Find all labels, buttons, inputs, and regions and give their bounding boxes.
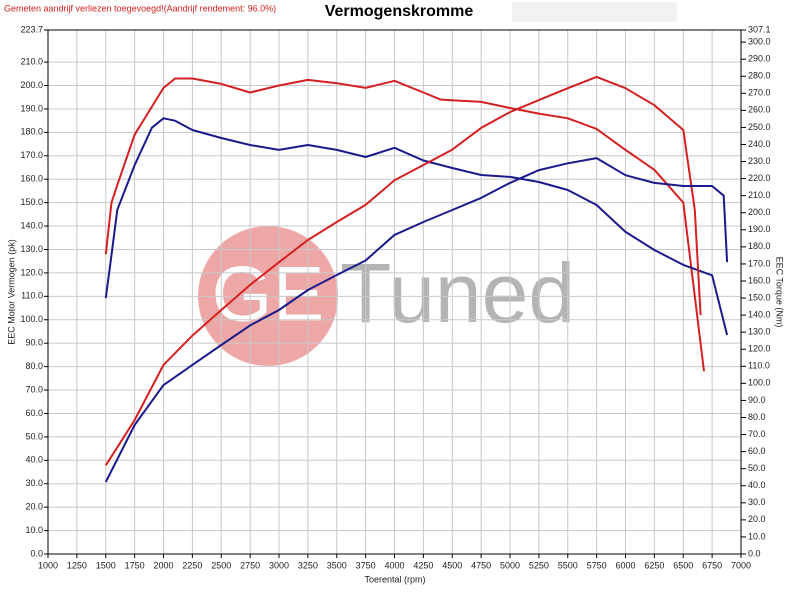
y2-tick-label: 130.0 — [748, 327, 771, 337]
y2-tick-label: 210.0 — [748, 190, 771, 200]
y-tick-label: 200.0 — [20, 80, 43, 90]
series-line — [104, 75, 702, 466]
y-tick-label: 110.0 — [21, 291, 43, 301]
y2-axis-label: EEC Torque (Nm) — [775, 257, 785, 328]
y-tick-label: 90.0 — [25, 338, 43, 348]
y-tick-label: 170.0 — [20, 150, 43, 160]
x-tick-label: 4250 — [413, 560, 433, 570]
y-tick-label: 50.0 — [25, 431, 43, 441]
y-tick-label: 180.0 — [20, 127, 43, 137]
x-tick-label: 3500 — [327, 560, 347, 570]
x-tick-label: 6000 — [615, 560, 635, 570]
series-line — [104, 117, 729, 336]
y-tick-label: 210.0 — [20, 56, 43, 66]
x-tick-label: 6750 — [702, 560, 722, 570]
y2-tick-label: 10.0 — [748, 531, 766, 541]
y2-tick-label: 190.0 — [748, 224, 771, 234]
y2-tick-label: 100.0 — [748, 378, 771, 388]
y2-tick-label: 30.0 — [748, 497, 766, 507]
x-tick-label: 1500 — [96, 560, 116, 570]
y-tick-label: 70.0 — [25, 384, 43, 394]
y-tick-label: 223.7 — [20, 24, 43, 34]
y2-tick-label: 180.0 — [748, 241, 771, 251]
y-tick-label: 40.0 — [25, 455, 43, 465]
y2-tick-label: 300.0 — [748, 36, 771, 46]
logo-mark: GE — [212, 250, 325, 338]
y2-tick-label: 50.0 — [748, 463, 766, 473]
x-tick-label: 2750 — [240, 560, 260, 570]
y2-tick-label: 20.0 — [748, 514, 766, 524]
y-tick-label: 150.0 — [20, 197, 43, 207]
y2-tick-label: 110.0 — [748, 361, 770, 371]
y2-tick-label: 200.0 — [748, 207, 771, 217]
x-tick-label: 2000 — [153, 560, 173, 570]
y2-tick-label: 40.0 — [748, 480, 766, 490]
y2-tick-label: 140.0 — [748, 309, 771, 319]
y2-tick-label: 307.1 — [748, 24, 771, 34]
x-tick-label: 4500 — [442, 560, 462, 570]
y2-tick-label: 160.0 — [748, 275, 771, 285]
y-tick-label: 60.0 — [25, 408, 43, 418]
series-line — [104, 77, 705, 372]
y2-tick-label: 70.0 — [748, 429, 766, 439]
y-tick-label: 20.0 — [25, 502, 43, 512]
y2-tick-label: 240.0 — [748, 139, 771, 149]
y2-tick-label: 250.0 — [748, 122, 771, 132]
x-tick-label: 5750 — [587, 560, 607, 570]
y2-tick-label: 80.0 — [748, 412, 766, 422]
x-tick-label: 4000 — [384, 560, 404, 570]
series-line — [104, 157, 729, 483]
y-tick-label: 130.0 — [20, 244, 43, 254]
x-tick-label: 5250 — [529, 560, 549, 570]
y2-tick-label: 270.0 — [748, 88, 771, 98]
chart-title: Vermogenskromme — [325, 3, 474, 20]
y2-tick-label: 220.0 — [748, 173, 771, 183]
x-tick-label: 2500 — [211, 560, 231, 570]
x-tick-label: 6500 — [673, 560, 693, 570]
y2-tick-label: 260.0 — [748, 105, 771, 115]
x-tick-label: 1000 — [38, 560, 58, 570]
y-tick-label: 160.0 — [20, 174, 43, 184]
y2-tick-label: 280.0 — [748, 71, 771, 81]
y-tick-label: 80.0 — [25, 361, 43, 371]
y2-tick-label: 0.0 — [748, 548, 761, 558]
x-tick-label: 2250 — [182, 560, 202, 570]
y-tick-label: 190.0 — [20, 103, 43, 113]
x-tick-label: 1250 — [67, 560, 87, 570]
y2-tick-label: 290.0 — [748, 54, 771, 64]
y2-tick-label: 170.0 — [748, 258, 771, 268]
y2-tick-label: 120.0 — [748, 344, 771, 354]
y-tick-label: 0.0 — [30, 548, 43, 558]
y-tick-label: 120.0 — [20, 267, 43, 277]
x-axis-label: Toerental (rpm) — [364, 574, 425, 584]
y2-tick-label: 150.0 — [748, 292, 771, 302]
x-tick-label: 4750 — [471, 560, 491, 570]
x-tick-label: 5500 — [558, 560, 578, 570]
y2-tick-label: 90.0 — [748, 395, 766, 405]
x-tick-label: 3000 — [269, 560, 289, 570]
x-tick-label: 1750 — [125, 560, 145, 570]
x-tick-label: 3750 — [356, 560, 376, 570]
logo-text: Tuned — [340, 246, 575, 340]
y-tick-label: 100.0 — [20, 314, 43, 324]
y-tick-label: 10.0 — [25, 525, 43, 535]
y2-tick-label: 60.0 — [748, 446, 766, 456]
x-tick-label: 6250 — [644, 560, 664, 570]
notice: Gemeten aandrijf verliezen toegevoegd!(A… — [4, 3, 276, 13]
x-tick-label: 7000 — [731, 560, 751, 570]
y-tick-label: 140.0 — [20, 220, 43, 230]
y2-tick-label: 230.0 — [748, 156, 771, 166]
y-axis-label: EEC Motor Vermogen (pk) — [6, 239, 16, 345]
y-tick-label: 30.0 — [25, 478, 43, 488]
x-tick-label: 3250 — [298, 560, 318, 570]
x-tick-label: 5000 — [500, 560, 520, 570]
header-box — [512, 2, 677, 22]
plot-frame — [47, 29, 742, 555]
